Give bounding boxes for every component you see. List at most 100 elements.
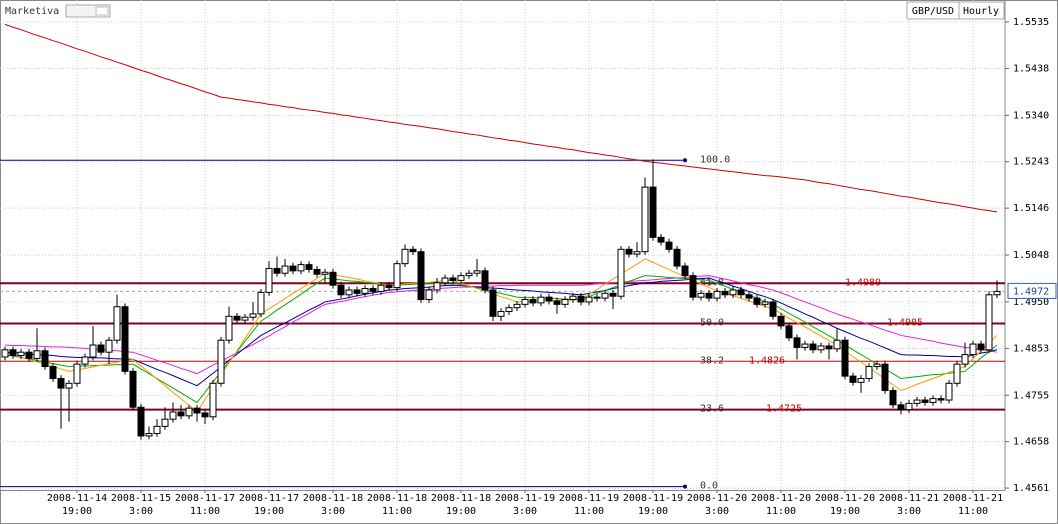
candle-body bbox=[153, 425, 161, 435]
candle-body bbox=[705, 292, 713, 299]
moving-average bbox=[4, 275, 998, 404]
candle-body bbox=[193, 407, 201, 414]
x-tick-label: 2008-11-21 3:00 bbox=[878, 493, 940, 517]
candle-body bbox=[561, 299, 569, 305]
plot-frame bbox=[0, 0, 1006, 491]
candle-body bbox=[881, 363, 889, 391]
y-tick-label: 1.5048 bbox=[1013, 250, 1049, 261]
fib-ratio-label: 50.0 bbox=[700, 317, 724, 328]
y-tick-label: 1.5340 bbox=[1013, 110, 1049, 121]
fib-anchor bbox=[683, 484, 687, 489]
candle-body bbox=[729, 289, 737, 296]
fib-ratio-label: 0.0 bbox=[700, 481, 718, 492]
y-tick-label: 1.5243 bbox=[1013, 157, 1049, 168]
candle-body bbox=[929, 398, 937, 403]
x-tick-label: 2008-11-19 19:00 bbox=[622, 493, 684, 517]
candle-body bbox=[353, 289, 361, 294]
y-tick-label: 1.4755 bbox=[1013, 390, 1049, 401]
candle-body bbox=[113, 306, 121, 341]
timeframe[interactable]: Hourly bbox=[963, 6, 999, 17]
candle-body bbox=[337, 284, 345, 296]
candle-body bbox=[889, 389, 897, 406]
candle-body bbox=[305, 264, 313, 270]
candle-body bbox=[529, 299, 537, 304]
candle-body bbox=[201, 412, 209, 418]
candle-body bbox=[49, 366, 57, 380]
candle-body bbox=[473, 270, 481, 274]
candle-body bbox=[689, 275, 697, 298]
x-tick-label: 2008-11-18 11:00 bbox=[366, 493, 428, 517]
x-tick-label: 2008-11-14 19:00 bbox=[46, 493, 108, 517]
candle-body bbox=[953, 363, 961, 384]
candle-body bbox=[825, 345, 833, 350]
fib-ratio-label: 100.0 bbox=[700, 154, 730, 165]
moving-average bbox=[4, 23, 998, 213]
fib-price-label: 1.4826 bbox=[749, 355, 785, 366]
candle-body bbox=[233, 315, 241, 321]
candle-body bbox=[609, 292, 617, 297]
candle-body bbox=[1, 349, 9, 358]
candle-body bbox=[361, 288, 369, 294]
candle-body bbox=[593, 296, 601, 299]
candle-body bbox=[313, 268, 321, 275]
candle-body bbox=[713, 290, 721, 299]
x-tick-label: 2008-11-20 19:00 bbox=[814, 493, 876, 517]
candle-body bbox=[297, 264, 305, 272]
candle-body bbox=[697, 292, 705, 298]
moving-average bbox=[4, 277, 998, 387]
fib-price-label: 1.4989 bbox=[845, 277, 881, 288]
x-tick-label: 2008-11-17 19:00 bbox=[238, 493, 300, 517]
candle-body bbox=[649, 186, 657, 238]
candle-body bbox=[577, 295, 585, 303]
y-tick-label: 1.4658 bbox=[1013, 437, 1049, 448]
candle-body bbox=[161, 418, 169, 427]
moving-average bbox=[4, 258, 998, 413]
candle-body bbox=[177, 411, 185, 417]
candle-body bbox=[57, 378, 65, 389]
candle-body bbox=[481, 270, 489, 291]
candle-body bbox=[865, 366, 873, 380]
candle-body bbox=[905, 402, 913, 411]
candle-body bbox=[185, 407, 193, 417]
candle-body bbox=[513, 303, 521, 309]
candle-body bbox=[25, 351, 33, 359]
candle-body bbox=[769, 301, 777, 317]
candle-body bbox=[977, 343, 985, 351]
candle-body bbox=[145, 433, 153, 437]
candle-body bbox=[849, 375, 857, 383]
y-tick-label: 1.4853 bbox=[1013, 343, 1049, 354]
fib-price-label: 1.4905 bbox=[887, 317, 923, 328]
candle-body bbox=[105, 339, 113, 353]
fib-ratio-label: 61.8 bbox=[700, 277, 724, 288]
candle-body bbox=[801, 343, 809, 348]
candle-body bbox=[897, 404, 905, 411]
candle-body bbox=[345, 289, 353, 296]
candle-body bbox=[625, 248, 633, 255]
candle-body bbox=[249, 313, 257, 318]
candle-body bbox=[497, 311, 505, 317]
timeframe-box[interactable] bbox=[958, 1, 1005, 20]
candle-body bbox=[33, 350, 41, 359]
symbol[interactable]: GBP/USD bbox=[912, 6, 954, 17]
candle-body bbox=[81, 356, 89, 365]
candle-body bbox=[745, 294, 753, 299]
candle-body bbox=[121, 306, 129, 372]
candle-body bbox=[785, 325, 793, 339]
fib-ratio-label: 38.2 bbox=[700, 355, 724, 366]
candle-body bbox=[945, 382, 953, 401]
candle-body bbox=[17, 351, 25, 357]
candle-body bbox=[465, 272, 473, 277]
candle-body bbox=[425, 289, 433, 301]
candle-body bbox=[553, 300, 561, 305]
candle-body bbox=[857, 378, 865, 383]
candle-body bbox=[761, 301, 769, 305]
candle-body bbox=[169, 411, 177, 420]
candle-body bbox=[873, 363, 881, 368]
zoom-control-handle[interactable] bbox=[95, 6, 109, 16]
candle-body bbox=[225, 315, 233, 341]
candle-body bbox=[329, 271, 337, 286]
candle-body bbox=[633, 251, 641, 255]
